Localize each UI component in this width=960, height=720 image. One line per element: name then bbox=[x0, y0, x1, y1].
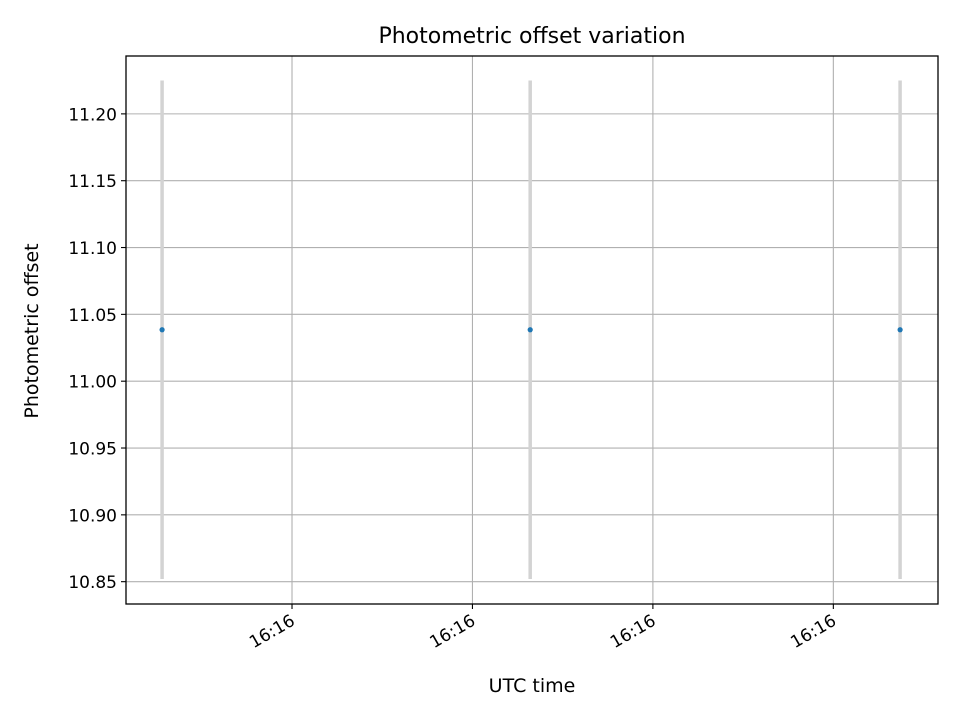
y-tick-label: 11.00 bbox=[68, 373, 117, 393]
y-tick-label: 10.90 bbox=[68, 506, 117, 526]
data-point bbox=[159, 327, 165, 333]
y-tick-label: 11.10 bbox=[68, 239, 117, 259]
x-axis-label: UTC time bbox=[489, 675, 576, 697]
y-tick-label: 10.85 bbox=[68, 573, 117, 593]
data-points bbox=[159, 327, 903, 333]
data-point bbox=[527, 327, 533, 333]
y-axis-label: Photometric offset bbox=[21, 243, 43, 418]
y-tick-label: 11.20 bbox=[68, 105, 117, 125]
data-point bbox=[897, 327, 903, 333]
y-tick-label: 11.15 bbox=[68, 172, 117, 192]
plot-frame bbox=[125, 55, 939, 605]
y-tick-label: 10.95 bbox=[68, 440, 117, 460]
chart-title: Photometric offset variation bbox=[378, 24, 685, 49]
y-tick-label: 11.05 bbox=[68, 306, 117, 326]
y-axis-ticks: 10.85 10.90 10.95 11.00 11.05 11.10 11.15 11.20 bbox=[68, 105, 126, 593]
grid-lines bbox=[126, 56, 938, 604]
